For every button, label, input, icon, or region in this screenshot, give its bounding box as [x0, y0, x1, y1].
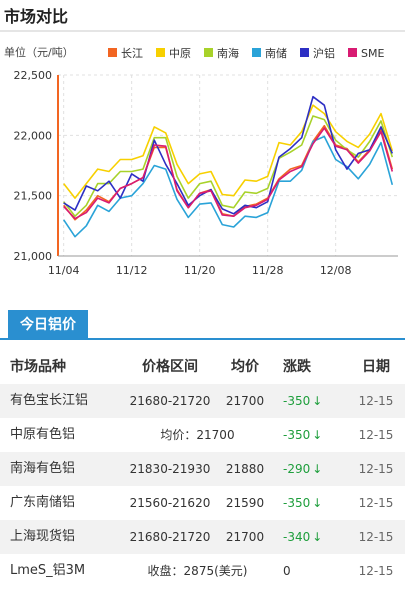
- down-arrow-icon: ↓: [312, 428, 323, 442]
- legend-swatch: [156, 48, 165, 57]
- row-market[interactable]: 广东南储铝: [10, 495, 76, 510]
- legend-label: 南储: [265, 46, 287, 60]
- legend-label: SME: [361, 47, 384, 60]
- row-date: 12-15: [358, 496, 394, 510]
- series-line: [63, 127, 394, 220]
- down-arrow-icon: ↓: [312, 496, 323, 510]
- down-arrow-icon: ↓: [312, 530, 323, 544]
- legend-swatch: [348, 48, 357, 57]
- x-tick-label: 11/04: [48, 264, 80, 277]
- legend-swatch: [108, 48, 117, 57]
- row-market[interactable]: 有色宝长江铝: [10, 393, 89, 408]
- header-market: 市场品种: [10, 359, 66, 375]
- row-date: 12-15: [358, 462, 394, 476]
- series-line: [63, 135, 394, 238]
- legend-item[interactable]: 南海: [204, 46, 239, 60]
- row-avg: 21880: [225, 462, 265, 476]
- down-arrow-icon: ↓: [312, 462, 323, 476]
- legend-item[interactable]: SME: [348, 47, 384, 60]
- tab-today-aluminum-price[interactable]: 今日铝价: [8, 310, 88, 340]
- header-date: 日期: [362, 359, 390, 375]
- x-tick-label: 11/20: [184, 264, 216, 277]
- table-row[interactable]: LmeS_铝3M 收盘：2875(美元) 0 12-15: [0, 554, 405, 588]
- table-row[interactable]: 南海有色铝 21830-21930 21880 -290 ↓ 12-15: [0, 452, 405, 486]
- price-table: 市场品种 价格区间 均价 涨跌 日期 有色宝长江铝 21680-21720 21…: [0, 350, 405, 588]
- header-change: 涨跌: [283, 359, 311, 375]
- row-range: 21680-21720: [129, 394, 211, 408]
- y-tick-label: 22,000: [14, 129, 53, 142]
- row-range: 21830-21930: [129, 462, 211, 476]
- y-axis-label: 单位（元/吨）: [4, 45, 74, 59]
- y-tick-label: 22,500: [14, 69, 53, 82]
- table-row[interactable]: 上海现货铝 21680-21720 21700 -340 ↓ 12-15: [0, 520, 405, 554]
- legend-label: 长江: [121, 47, 143, 60]
- series-line: [63, 115, 394, 217]
- legend-swatch: [204, 48, 213, 57]
- row-change: -350 ↓: [283, 428, 323, 442]
- header-avg: 均价: [231, 359, 259, 375]
- row-merged-value: 收盘：2875(美元): [147, 564, 248, 578]
- legend-swatch: [300, 48, 309, 57]
- y-tick-label: 21,500: [14, 190, 53, 203]
- table-row[interactable]: 有色宝长江铝 21680-21720 21700 -350 ↓ 12-15: [0, 384, 405, 418]
- legend-item[interactable]: 长江: [108, 47, 143, 60]
- legend-label: 沪铝: [313, 46, 335, 60]
- row-change: -290 ↓: [283, 462, 323, 476]
- row-date: 12-15: [358, 530, 394, 544]
- y-tick-label: 21,000: [14, 250, 53, 263]
- x-tick-label: 11/28: [252, 264, 284, 277]
- legend-label: 南海: [217, 46, 239, 60]
- row-market[interactable]: LmeS_铝3M: [10, 563, 86, 578]
- row-date: 12-15: [358, 564, 394, 578]
- row-range: 21560-21620: [129, 496, 211, 510]
- row-change: -340 ↓: [283, 530, 323, 544]
- series-line: [63, 95, 394, 215]
- row-market[interactable]: 中原有色铝: [10, 427, 76, 442]
- row-avg: 21590: [225, 496, 265, 510]
- series-line: [63, 104, 394, 199]
- down-arrow-icon: ↓: [312, 394, 323, 408]
- x-tick-label: 11/12: [116, 264, 148, 277]
- price-chart: 单位（元/吨） 长江 中原 南海 南储 沪铝 SME 22,500 22,000 21,500 21…: [4, 45, 398, 277]
- legend-label: 中原: [169, 47, 191, 60]
- row-avg: 21700: [225, 530, 265, 544]
- row-date: 12-15: [358, 394, 394, 408]
- header-range: 价格区间: [142, 359, 198, 375]
- row-range: 21680-21720: [129, 530, 211, 544]
- table-row[interactable]: 广东南储铝 21560-21620 21590 -350 ↓ 12-15: [0, 486, 405, 520]
- row-avg: 21700: [225, 394, 265, 408]
- row-change: -350 ↓: [283, 496, 323, 510]
- table-row[interactable]: 中原有色铝 均价：21700 -350 ↓ 12-15: [0, 418, 405, 452]
- row-market[interactable]: 南海有色铝: [10, 461, 76, 476]
- row-market[interactable]: 上海现货铝: [10, 529, 76, 544]
- title-bar: 市场对比: [0, 0, 405, 32]
- legend-item[interactable]: 南储: [252, 46, 287, 60]
- section-tab-bar: 今日铝价: [0, 310, 405, 340]
- row-date: 12-15: [358, 428, 394, 442]
- legend-item[interactable]: 中原: [156, 47, 191, 60]
- table-header-row: 市场品种 价格区间 均价 涨跌 日期: [0, 350, 405, 384]
- page-title: 市场对比: [4, 7, 69, 26]
- legend-swatch: [252, 48, 261, 57]
- row-merged-value: 均价：21700: [160, 428, 235, 442]
- legend-item[interactable]: 沪铝: [300, 46, 335, 60]
- row-change: 0: [283, 564, 291, 578]
- x-tick-label: 12/08: [320, 264, 352, 277]
- row-change: -350 ↓: [283, 394, 323, 408]
